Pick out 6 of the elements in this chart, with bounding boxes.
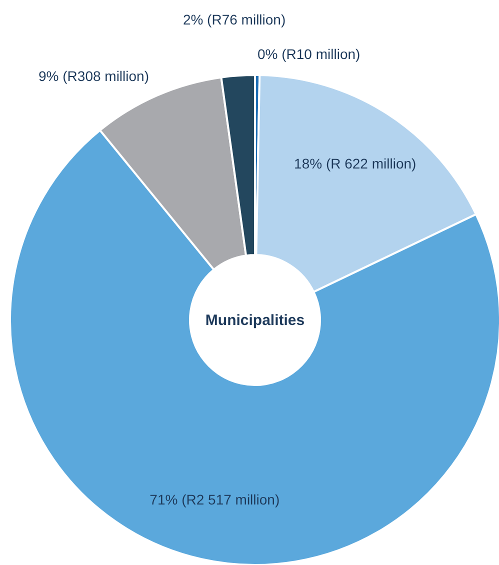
data-label: 2% (R76 million) xyxy=(182,12,286,28)
text: Municipalities xyxy=(205,312,305,329)
data-label: 18% (R 622 million) xyxy=(294,155,416,172)
data-label: 71% (R2 517 million) xyxy=(150,492,280,508)
data-label: 0% (R10 million) xyxy=(258,46,360,62)
data-label: 9% (R308 million) xyxy=(38,68,149,84)
